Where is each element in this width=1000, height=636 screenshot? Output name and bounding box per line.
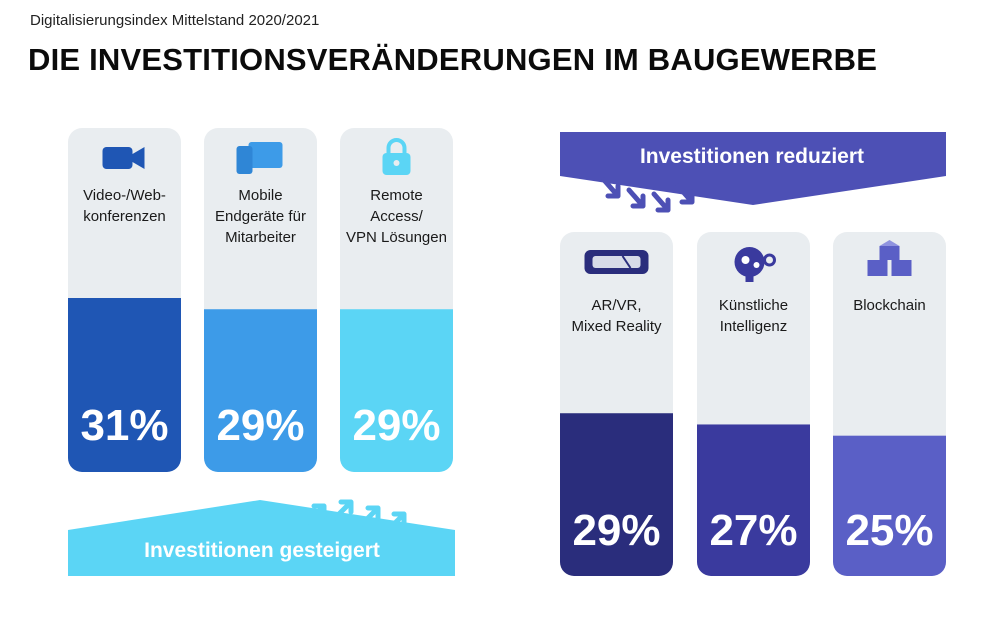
brain-gears-icon: [734, 247, 776, 282]
bar-value-label: 25%: [845, 506, 933, 555]
banner-reduced: Investitionen reduziert: [560, 132, 946, 213]
banner-label: Investitionen reduziert: [640, 145, 864, 168]
bar-group-0-2: Remote Access/VPN Lösungen 29%: [340, 128, 453, 472]
video-camera-icon: [102, 147, 145, 169]
bar-group-1-0: AR/VR, Mixed Reality 29%: [560, 232, 673, 576]
bar-value-label: 27%: [709, 506, 797, 555]
chart-subtitle: Digitalisierungsindex Mittelstand 2020/2…: [30, 12, 320, 29]
arrow-up-icon: [385, 511, 407, 533]
bar-value-label: 31%: [80, 401, 168, 450]
bar-value-label: 29%: [352, 401, 440, 450]
arrow-down-icon: [651, 191, 671, 213]
bar-category-label: Blockchain: [853, 297, 926, 314]
bar: [68, 298, 181, 472]
bar: [204, 309, 317, 472]
arrow-up-icon: [359, 505, 381, 527]
bar-category-label: Remote Access/VPN Lösungen: [346, 187, 447, 246]
mobile-devices-icon: [236, 142, 283, 174]
arrow-up-icon: [305, 503, 327, 525]
banner-label: Investitionen gesteigert: [144, 539, 380, 562]
arrow-up-icon: [332, 499, 354, 521]
banner-increased: Investitionen gesteigert: [68, 499, 455, 576]
bar-value-label: 29%: [572, 506, 660, 555]
bar: [340, 309, 453, 472]
bar-group-0-1: Mobile Endgeräte für Mitarbeiter 29%: [204, 128, 317, 472]
vr-headset-icon: [584, 250, 649, 274]
blockchain-cubes-icon: [867, 240, 912, 276]
bar-group-0-0: Video-/Web-konferenzen 31%: [68, 128, 181, 472]
banner-shape: [68, 500, 455, 576]
banner-shape: [560, 132, 946, 205]
bar: [833, 435, 946, 576]
bar-category-label: Künstliche Intelligenz: [719, 297, 788, 335]
arrow-down-icon: [601, 177, 621, 199]
arrow-down-icon: [675, 183, 695, 205]
lock-icon: [382, 138, 411, 175]
bar-category-label: Mobile Endgeräte für Mitarbeiter: [215, 187, 306, 246]
bar-value-label: 29%: [216, 401, 304, 450]
bar-category-label: Video-/Web-konferenzen: [83, 187, 166, 225]
chart-title: DIE INVESTITIONSVERÄNDERUNGEN IM BAUGEWE…: [28, 42, 878, 77]
arrow-down-icon: [626, 187, 646, 209]
bar-category-label: AR/VR, Mixed Reality: [571, 297, 662, 335]
bar: [697, 424, 810, 576]
bar-group-1-2: Blockchain 25%: [833, 232, 946, 576]
bar-group-1-1: Künstliche Intelligenz 27%: [697, 232, 810, 576]
bar: [560, 413, 673, 576]
